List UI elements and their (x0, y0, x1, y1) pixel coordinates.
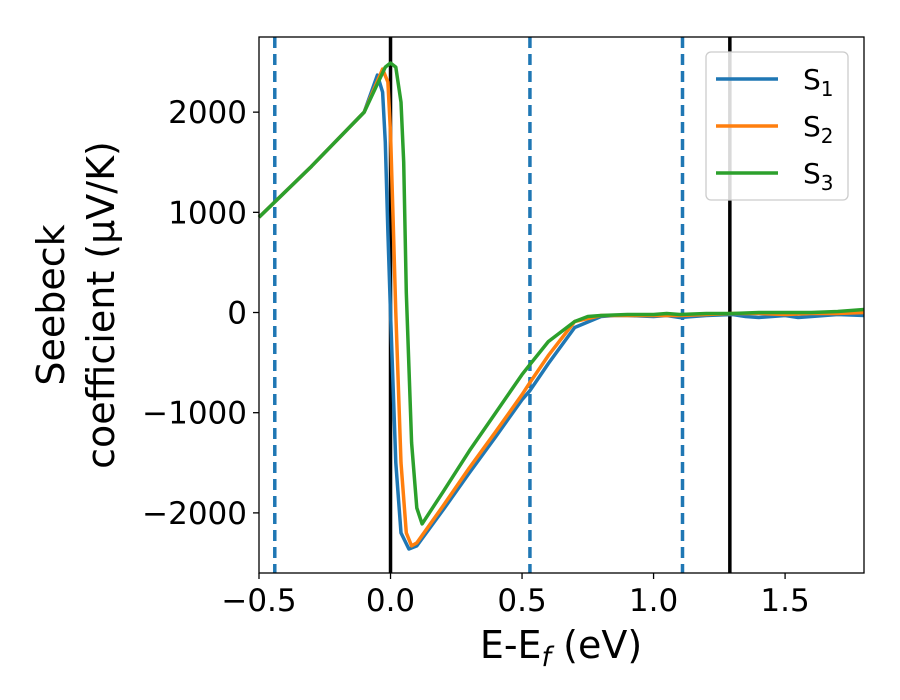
y-tick-label: −2000 (142, 496, 247, 532)
x-axis-label: E-Ef (eV) (480, 623, 642, 673)
y-tick-label: 0 (227, 296, 247, 332)
legend-label-s3: S3 (803, 157, 834, 195)
x-tick-label: 0.0 (366, 583, 415, 619)
axes: −0.5 0.0 0.5 1.0 1.5 −2000 −1000 0 1000 2000 (142, 95, 810, 619)
plot-frame (258, 36, 865, 574)
legend: S1 S2 S3 (705, 51, 849, 201)
y-tick-label: 2000 (168, 95, 247, 131)
x-tick-label: 0.5 (497, 583, 546, 619)
series-line-s1 (257, 73, 865, 551)
legend-label-s1: S1 (803, 63, 834, 101)
y-axis-label-line2: coefficient (μV/K) (79, 141, 123, 469)
x-tick-label: −0.5 (221, 583, 296, 619)
x-tick-label: 1.5 (760, 583, 809, 619)
x-tick-label: 1.0 (629, 583, 678, 619)
y-tick-label: 1000 (168, 195, 247, 231)
y-tick-label: −1000 (142, 396, 247, 432)
series-line-s3 (257, 61, 865, 526)
y-axis-label-line1: Seebeck (29, 224, 73, 385)
legend-label-s2: S2 (803, 110, 834, 148)
